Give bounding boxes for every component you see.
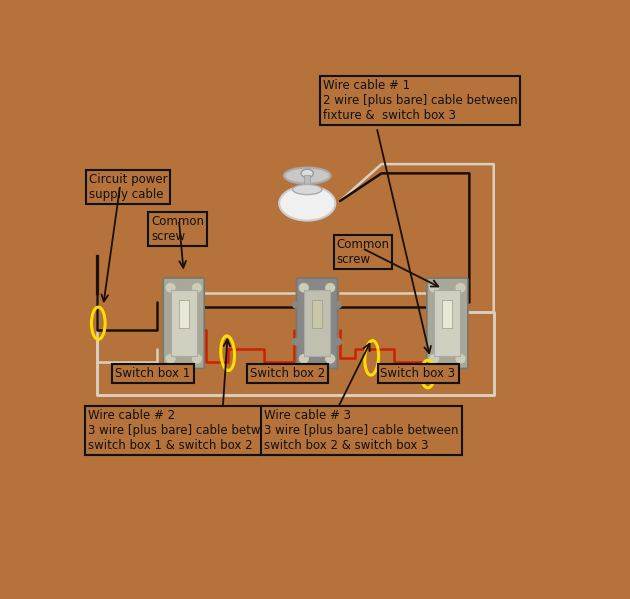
Circle shape — [335, 301, 341, 308]
Circle shape — [326, 283, 335, 292]
Circle shape — [166, 283, 175, 292]
Circle shape — [456, 283, 465, 292]
Circle shape — [430, 283, 438, 292]
Text: Common
screw: Common screw — [151, 215, 204, 243]
Circle shape — [292, 338, 299, 345]
Ellipse shape — [279, 186, 335, 220]
FancyBboxPatch shape — [427, 278, 468, 368]
Text: Common
screw: Common screw — [336, 238, 389, 266]
Bar — [312, 300, 322, 328]
Ellipse shape — [292, 184, 322, 195]
Text: Switch box 1: Switch box 1 — [115, 367, 191, 380]
Circle shape — [456, 355, 465, 363]
Text: Wire cable # 1
2 wire [plus bare] cable between
fixture &  switch box 3: Wire cable # 1 2 wire [plus bare] cable … — [323, 79, 517, 122]
Circle shape — [326, 355, 335, 363]
Bar — [442, 300, 452, 328]
Bar — [179, 300, 188, 328]
Text: Wire cable # 3
3 wire [plus bare] cable between
switch box 2 & switch box 3: Wire cable # 3 3 wire [plus bare] cable … — [264, 409, 459, 452]
Bar — [304, 291, 330, 356]
FancyBboxPatch shape — [163, 278, 204, 368]
Circle shape — [292, 301, 299, 308]
Bar — [435, 291, 461, 356]
Text: Switch box 3: Switch box 3 — [381, 367, 455, 380]
Ellipse shape — [284, 168, 331, 184]
Circle shape — [335, 338, 341, 345]
Text: Circuit power
supply cable: Circuit power supply cable — [88, 173, 167, 201]
Circle shape — [299, 283, 308, 292]
Circle shape — [299, 355, 308, 363]
Text: Wire cable # 2
3 wire [plus bare] cable between
switch box 1 & switch box 2: Wire cable # 2 3 wire [plus bare] cable … — [88, 409, 282, 452]
Ellipse shape — [301, 169, 313, 177]
Bar — [304, 175, 310, 189]
Bar — [171, 291, 197, 356]
Circle shape — [166, 355, 175, 363]
Text: Switch box 2: Switch box 2 — [249, 367, 325, 380]
Circle shape — [430, 355, 438, 363]
Circle shape — [193, 283, 202, 292]
FancyBboxPatch shape — [297, 278, 338, 368]
Circle shape — [193, 355, 202, 363]
